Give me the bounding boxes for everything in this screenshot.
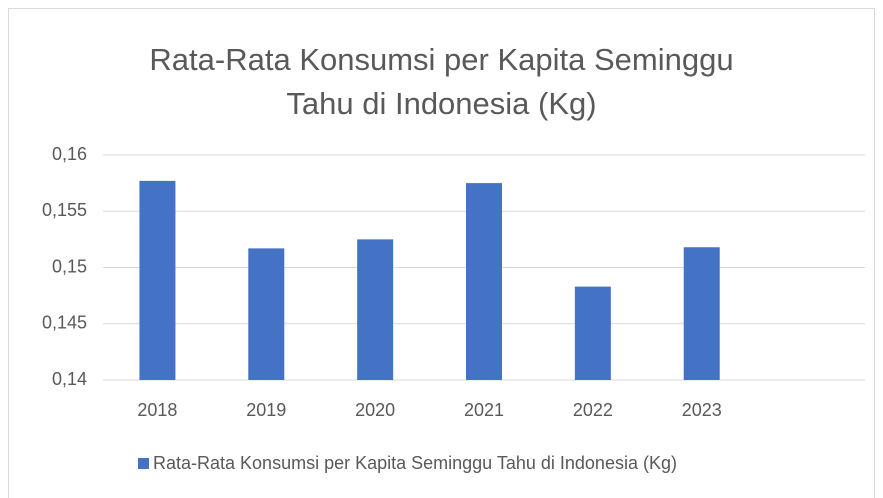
legend-swatch xyxy=(138,458,149,469)
bar xyxy=(248,248,285,380)
y-tick-label: 0,16 xyxy=(52,144,87,164)
y-tick-label: 0,155 xyxy=(42,200,87,220)
x-tick-label: 2019 xyxy=(246,400,286,420)
x-tick-label: 2020 xyxy=(355,400,395,420)
x-tick-label: 2023 xyxy=(682,400,722,420)
bar xyxy=(574,286,611,380)
y-tick-label: 0,15 xyxy=(52,256,87,276)
bar xyxy=(357,239,394,380)
x-tick-label: 2022 xyxy=(573,400,613,420)
chart-border xyxy=(8,8,875,498)
bar xyxy=(139,180,176,380)
chart-title: Rata-Rata Konsumsi per Kapita Seminggu T… xyxy=(149,42,734,121)
x-tick-label: 2021 xyxy=(464,400,504,420)
y-tick-label: 0,145 xyxy=(42,313,87,333)
y-tick-label: 0,14 xyxy=(52,369,87,389)
bar xyxy=(683,247,720,380)
chart-title-box: Rata-Rata Konsumsi per Kapita Seminggu T… xyxy=(0,38,883,126)
legend-label: Rata-Rata Konsumsi per Kapita Seminggu T… xyxy=(153,453,677,473)
x-tick-label: 2018 xyxy=(137,400,177,420)
bar xyxy=(466,183,502,380)
